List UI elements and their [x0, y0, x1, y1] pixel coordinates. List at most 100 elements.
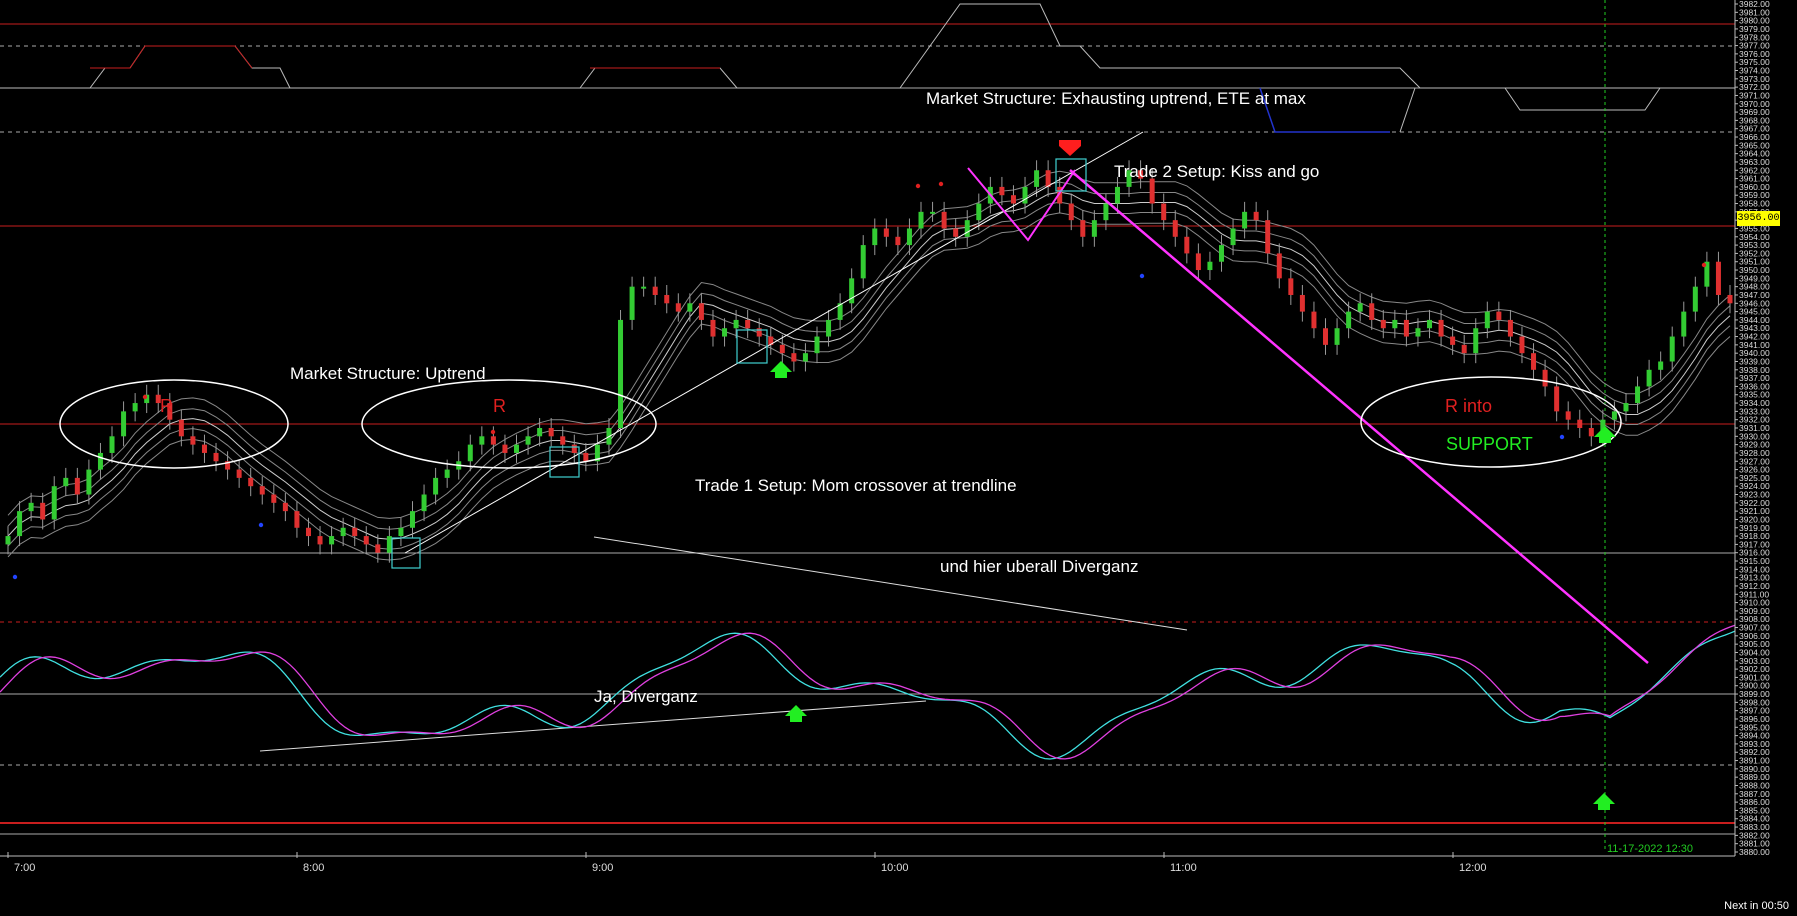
candle-body: [1658, 361, 1664, 370]
dot-marker-1: [490, 429, 496, 435]
candle-body: [1207, 261, 1213, 271]
candle-body: [409, 511, 415, 528]
candle-body: [294, 511, 300, 528]
y-tick-label: 3923.00: [1739, 490, 1770, 500]
y-tick-label: 3963.00: [1739, 157, 1770, 167]
x-tick-label: 12:00: [1459, 862, 1487, 874]
y-tick-label: 3890.00: [1739, 764, 1770, 774]
y-tick-label: 3930.00: [1739, 431, 1770, 441]
y-tick-label: 3949.00: [1739, 273, 1770, 283]
candle-body: [1114, 186, 1120, 204]
y-tick-label: 3887.00: [1739, 789, 1770, 799]
candle-body: [745, 319, 751, 329]
candle-body: [433, 477, 439, 495]
candle-body: [1727, 294, 1733, 304]
candle-body: [1357, 303, 1363, 312]
y-tick-label: 3975.00: [1739, 57, 1770, 67]
candle-body: [710, 319, 716, 337]
candle-body: [40, 502, 46, 520]
candle-body: [178, 419, 184, 437]
candle-body: [363, 536, 369, 545]
candle-body: [1334, 328, 1340, 345]
candle-body: [201, 444, 207, 453]
candle-body: [1554, 386, 1560, 412]
oscillator-fast: [0, 630, 1736, 760]
dot-marker-2: [938, 181, 944, 187]
candle-body: [930, 211, 936, 214]
y-tick-label: 3903.00: [1739, 656, 1770, 666]
candle-body: [849, 278, 855, 304]
candle-body: [1311, 311, 1317, 329]
candle-body: [444, 469, 450, 478]
candle-body: [733, 319, 739, 329]
y-tick-label: 3940.00: [1739, 348, 1770, 358]
y-tick-label: 3953.00: [1739, 240, 1770, 250]
y-tick-label: 3889.00: [1739, 772, 1770, 782]
y-tick-label: 3968.00: [1739, 115, 1770, 125]
candle-body: [236, 469, 242, 478]
y-tick-label: 3902.00: [1739, 664, 1770, 674]
candle-body: [1496, 311, 1502, 320]
oscillator-slow: [0, 624, 1736, 760]
candle-body: [1635, 386, 1641, 404]
annotation-ja-divergenz: Ja, Diverganz: [594, 687, 698, 706]
candle-body: [1265, 220, 1271, 254]
candle-body: [1623, 403, 1629, 412]
candle-body: [918, 211, 924, 229]
dot-marker-7: [1139, 273, 1145, 279]
candle-body: [1427, 319, 1433, 329]
dot-marker-5: [12, 574, 18, 580]
ma-band: [7, 181, 1731, 530]
candle-body: [74, 477, 80, 495]
horizontal-levels: [0, 0, 1735, 852]
candle-body: [317, 536, 323, 545]
signal-box-3: [1055, 158, 1087, 192]
y-tick-label: 3910.00: [1739, 598, 1770, 608]
candle-body: [1172, 220, 1178, 237]
uptrend-line: [404, 131, 1144, 554]
candle-body: [329, 536, 335, 545]
y-tick-label: 3939.00: [1739, 356, 1770, 366]
y-tick-label: 3913.00: [1739, 573, 1770, 583]
y-tick-label: 3901.00: [1739, 672, 1770, 682]
candle-body: [976, 203, 982, 221]
candle-body: [490, 436, 496, 445]
y-tick-label: 3927.00: [1739, 456, 1770, 466]
downtrend-line: [1069, 169, 1649, 664]
candle-body: [1161, 203, 1167, 221]
dot-marker-6: [258, 522, 264, 528]
y-tick-label: 3960.00: [1739, 182, 1770, 192]
candle-body: [779, 344, 785, 354]
y-tick-label: 3880.00: [1739, 847, 1770, 857]
candle-body: [1184, 236, 1190, 254]
y-tick-label: 3932.00: [1739, 415, 1770, 425]
axis-bg: [1735, 0, 1797, 916]
candle-body: [63, 477, 69, 487]
ma-band: [7, 170, 1731, 519]
x-tick-label: 11:00: [1170, 862, 1197, 874]
y-tick-label: 3977.00: [1739, 41, 1770, 51]
candle-body: [421, 494, 427, 512]
resistance-label-2: R: [493, 396, 506, 416]
candle-body: [479, 436, 485, 445]
candle-body: [837, 303, 843, 320]
candle-body: [1242, 211, 1248, 229]
candle-body: [906, 228, 912, 246]
candle-body: [1611, 411, 1617, 420]
candles: [5, 160, 1733, 563]
y-tick-label: 3943.00: [1739, 323, 1770, 333]
candle-body: [571, 444, 577, 453]
candle-body: [1346, 311, 1352, 329]
candle-body: [791, 353, 797, 362]
candle-body: [768, 336, 774, 345]
resistance-label-1: R: [160, 396, 173, 416]
y-tick-label: 3919.00: [1739, 523, 1770, 533]
x-tick-label: 7:00: [14, 862, 35, 874]
candle-body: [1577, 419, 1583, 428]
y-tick-label: 3979.00: [1739, 24, 1770, 34]
sell-arrow: [1059, 140, 1081, 156]
annotation-market-structure-uptrend: Market Structure: Uptrend: [290, 364, 486, 383]
candle-body: [248, 477, 254, 487]
y-tick-label: 3934.00: [1739, 398, 1770, 408]
